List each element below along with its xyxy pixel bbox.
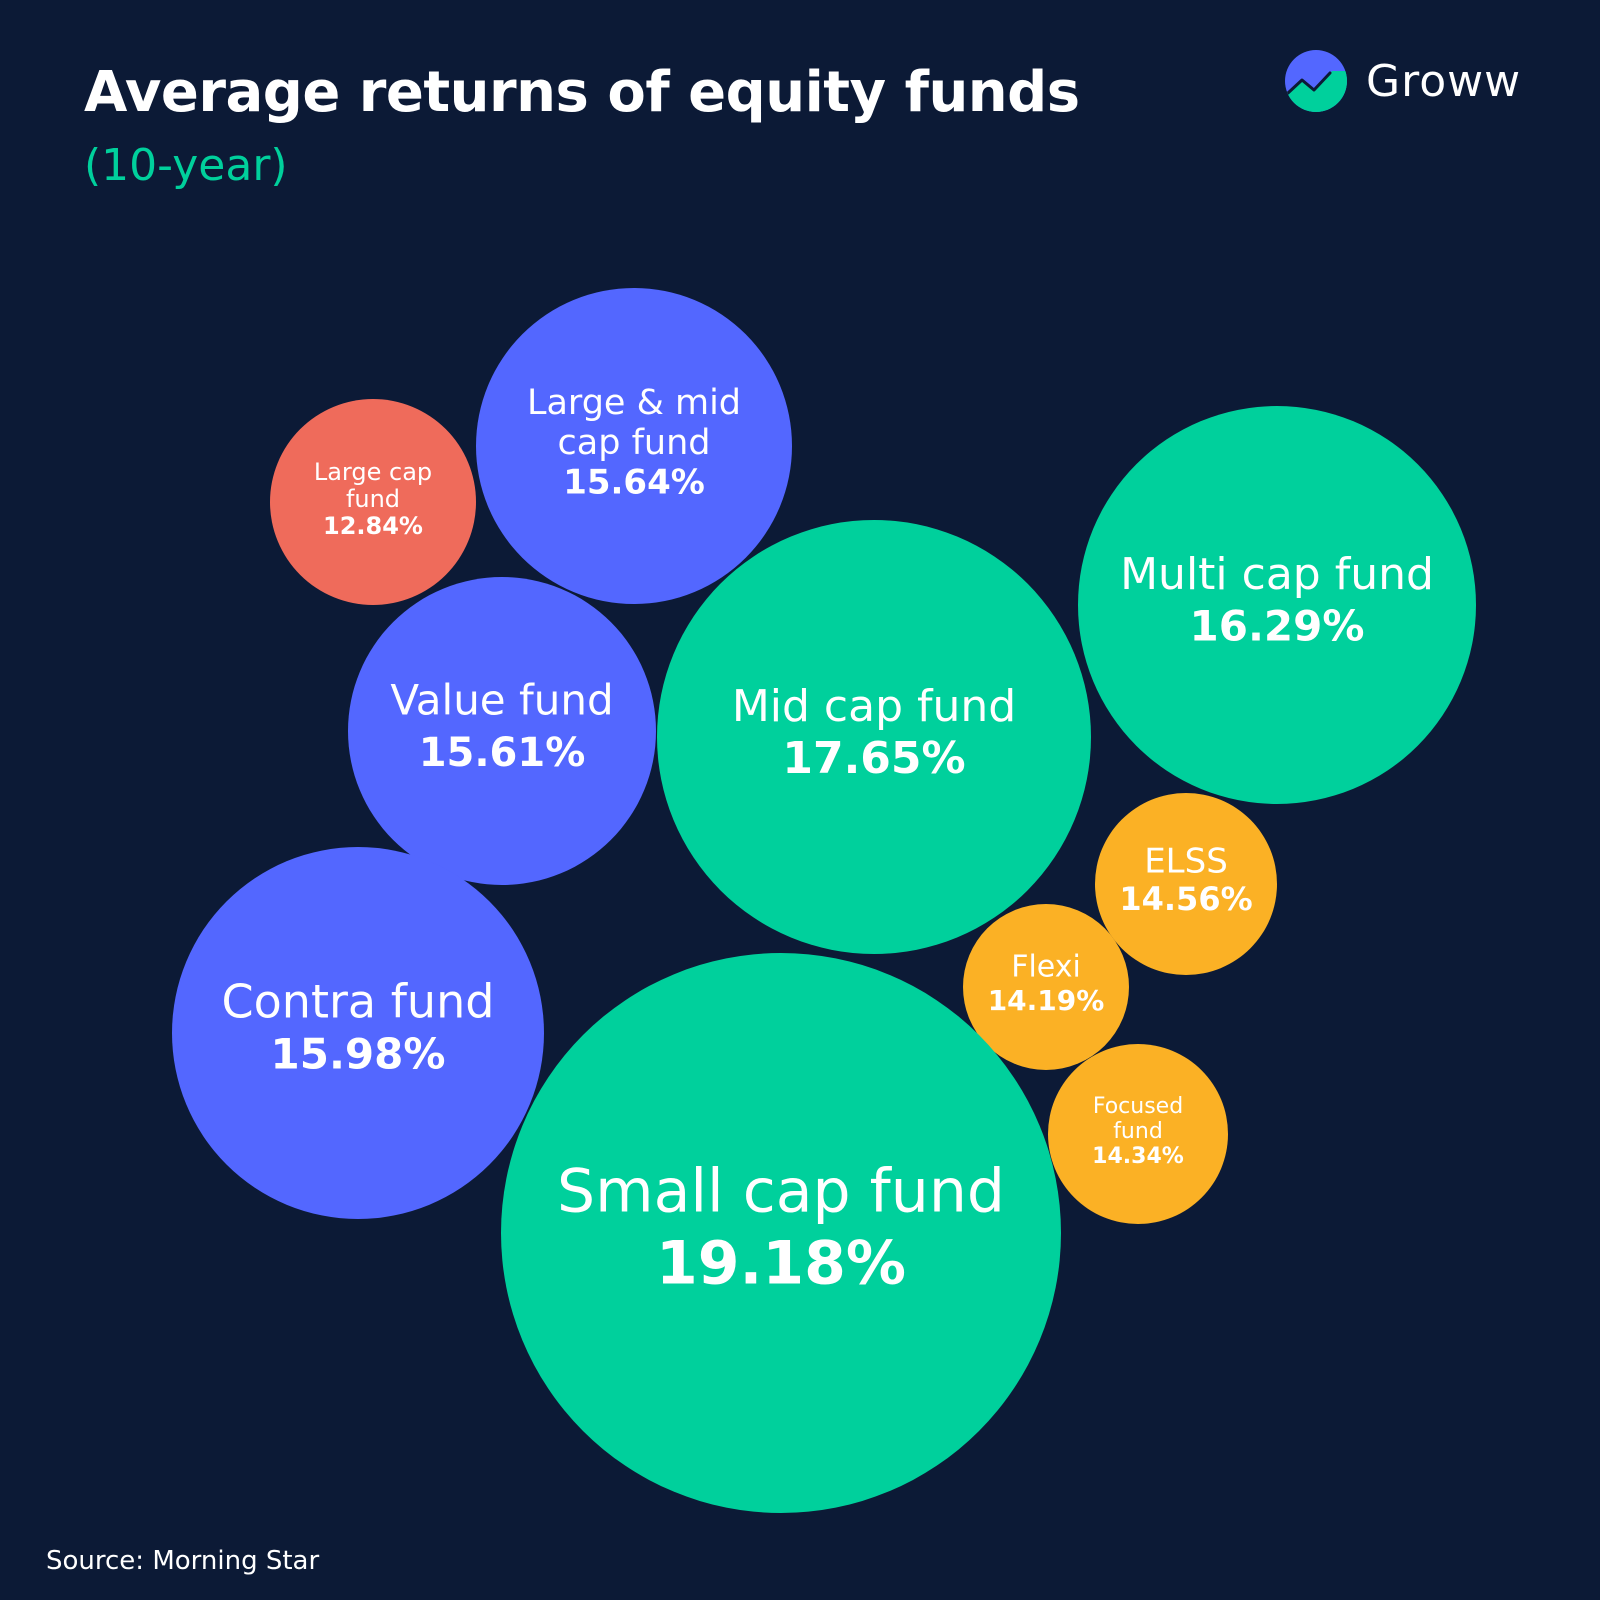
- bubble-circle: [963, 904, 1129, 1070]
- source-note: Source: Morning Star: [46, 1546, 320, 1576]
- bubble-value-label: 14.34%: [1092, 1144, 1184, 1169]
- bubble-label: fund: [1113, 1119, 1163, 1144]
- bubble-label: cap fund: [558, 423, 711, 463]
- bubble-label: Multi cap fund: [1120, 549, 1434, 600]
- bubble-value-label: 17.65%: [782, 733, 965, 784]
- bubble-circle: [501, 953, 1061, 1513]
- chart-subtitle: (10-year): [84, 140, 288, 191]
- bubble-label: ELSS: [1144, 842, 1228, 882]
- bubble-circle: [476, 288, 792, 604]
- bubble-value-label: 16.29%: [1190, 602, 1365, 651]
- bubble-circle: [1048, 1044, 1228, 1224]
- bubble-label: Focused: [1093, 1094, 1183, 1119]
- bubble-value-label: 14.56%: [1119, 880, 1252, 918]
- bubble-circle: [657, 520, 1091, 954]
- bubble-circle: [348, 577, 656, 885]
- bubble-label: Flexi: [1011, 950, 1081, 985]
- bubble-value-label: 15.64%: [563, 463, 705, 503]
- bubble-label: Mid cap fund: [732, 681, 1016, 732]
- brand-name: Groww: [1366, 55, 1522, 107]
- bubble-value-label: 14.19%: [988, 984, 1105, 1017]
- bubble-value-fund: Value fund 15.61%: [348, 577, 656, 885]
- bubble-label: Small cap fund: [557, 1157, 1005, 1227]
- bubble-label: fund: [346, 485, 400, 513]
- bubble-value-label: 12.84%: [323, 512, 423, 540]
- bubble-value-label: 15.61%: [419, 730, 586, 776]
- bubble-circle: [1095, 793, 1277, 975]
- bubble-circle: [172, 847, 544, 1219]
- chart-title: Average returns of equity funds: [84, 60, 1080, 125]
- bubble-circle: [270, 399, 476, 605]
- bubble-label: Large & mid: [527, 383, 741, 423]
- brand-logo: Groww: [1284, 48, 1544, 114]
- bubble-value-label: 19.18%: [656, 1229, 906, 1299]
- bubble-value-label: 15.98%: [271, 1030, 446, 1079]
- bubble-circle: [1078, 406, 1476, 804]
- bubble-label: Value fund: [390, 676, 613, 725]
- bubble-label: Contra fund: [222, 975, 495, 1029]
- groww-logo-icon: [1285, 50, 1347, 112]
- bubble-label: Large cap: [314, 458, 432, 486]
